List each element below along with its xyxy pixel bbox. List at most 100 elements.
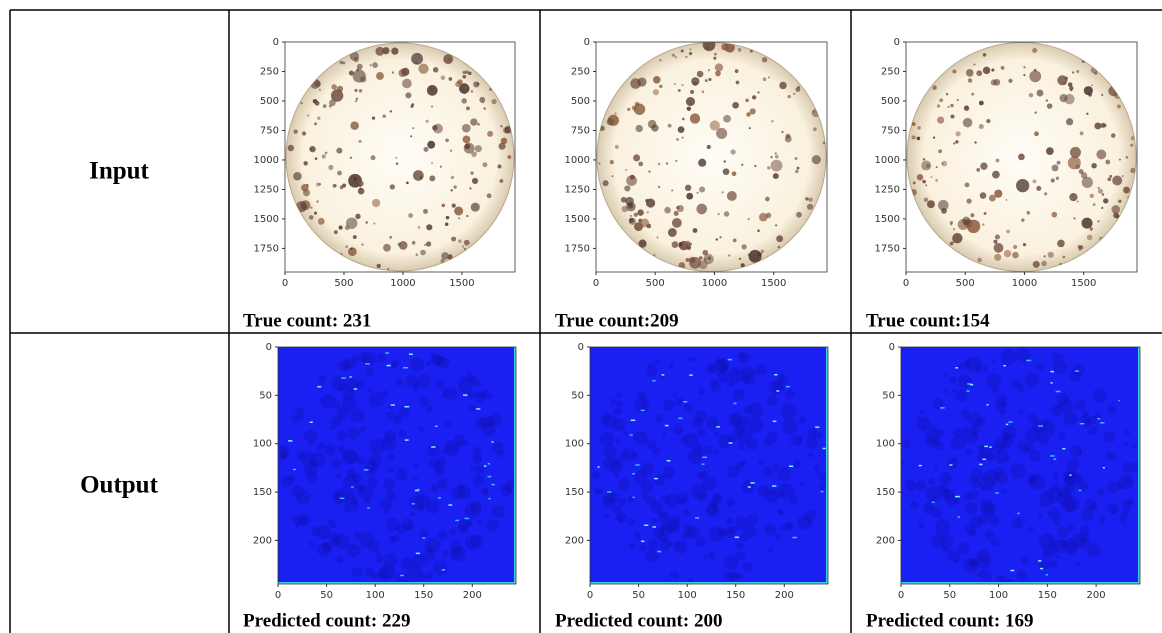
colony [991, 68, 995, 72]
colony [1097, 187, 1100, 190]
density-spot [381, 436, 397, 452]
panel: 0 500 1000 1500 0 250 500 750 1000 1250 1500 1750 Tr… [866, 37, 1138, 331]
density-spot [739, 459, 747, 466]
colony [426, 84, 438, 96]
density-spot [653, 527, 665, 539]
density-spot [398, 429, 406, 438]
colony [411, 52, 424, 65]
colony [355, 213, 361, 220]
colony [953, 142, 956, 145]
density-spot [1108, 453, 1116, 461]
density-spot [316, 442, 325, 451]
density-spot [337, 444, 346, 454]
density-spot [662, 432, 667, 437]
density-spot [616, 512, 628, 523]
colony [1062, 255, 1066, 259]
density-spot [979, 445, 994, 460]
density-spot [797, 515, 812, 530]
density-spot [942, 489, 956, 502]
density-spot [1027, 413, 1038, 424]
density-spot [615, 438, 621, 444]
colony [952, 69, 957, 74]
density-spot [954, 498, 961, 504]
colony [692, 228, 698, 233]
colony [441, 203, 446, 208]
colony [479, 96, 486, 103]
density-spot [757, 485, 770, 498]
y-tick-label: 150 [253, 487, 272, 498]
colony [487, 130, 494, 137]
density-spot [641, 492, 649, 500]
colony [1005, 198, 1008, 202]
density-spot [768, 547, 774, 553]
colony [640, 218, 650, 228]
density-spot [717, 370, 729, 383]
colony [637, 77, 647, 87]
density-spot [660, 494, 666, 500]
colonies [598, 42, 826, 270]
density-peak [657, 550, 662, 553]
density-peak [734, 536, 739, 539]
density-peak [774, 373, 778, 376]
density-peak [716, 426, 720, 428]
density-spot [1040, 421, 1056, 437]
colony [406, 181, 409, 185]
density-spot [687, 356, 693, 362]
density-spot [358, 531, 375, 548]
density-spot [924, 501, 931, 507]
density-spot [1124, 441, 1129, 446]
density-spot [969, 474, 978, 484]
colony [952, 228, 956, 231]
density-peak [772, 485, 777, 487]
density-spot [733, 421, 740, 429]
density-spot [356, 380, 365, 389]
density-spot [925, 436, 937, 448]
density-spot [737, 415, 749, 428]
density-spot [470, 535, 484, 548]
density-spot [1107, 480, 1120, 493]
colony [986, 118, 991, 124]
density-spot [309, 440, 315, 446]
colony [770, 155, 773, 159]
density-spot [603, 492, 616, 505]
colony [978, 100, 984, 106]
density-spot [388, 454, 395, 461]
colony [664, 206, 671, 214]
colony [1055, 176, 1060, 180]
colony [317, 116, 321, 120]
density-spot [992, 358, 997, 363]
colony [689, 48, 692, 51]
colony [983, 211, 987, 215]
density-spot [937, 483, 948, 494]
colony [731, 171, 737, 177]
density-spot [991, 538, 1000, 547]
density-spot [683, 523, 695, 536]
colony [1006, 229, 1010, 234]
colony [757, 229, 760, 233]
colony [331, 84, 337, 90]
colony [938, 149, 943, 154]
x-tick-label: 50 [943, 590, 956, 601]
colony [716, 127, 728, 140]
density-spot [342, 387, 355, 400]
density-spot [774, 488, 785, 498]
density-spot [1104, 451, 1112, 459]
density-spot [471, 454, 482, 465]
density-spot [1072, 363, 1085, 376]
colony [917, 126, 921, 130]
density-spot [426, 361, 431, 366]
density-spot [785, 522, 793, 530]
colony [1086, 112, 1089, 116]
density-peak [400, 574, 404, 577]
caption: True count:154 [866, 310, 990, 331]
density-spot [777, 467, 792, 482]
density-spot [747, 402, 764, 418]
density-spot [1023, 441, 1035, 453]
y-tick-label: 1500 [875, 214, 900, 225]
density-spot [365, 366, 375, 376]
density-spot [705, 363, 716, 374]
colony [504, 125, 513, 134]
colony [945, 93, 949, 96]
density-spot [995, 436, 1008, 450]
density-spot [640, 480, 653, 493]
